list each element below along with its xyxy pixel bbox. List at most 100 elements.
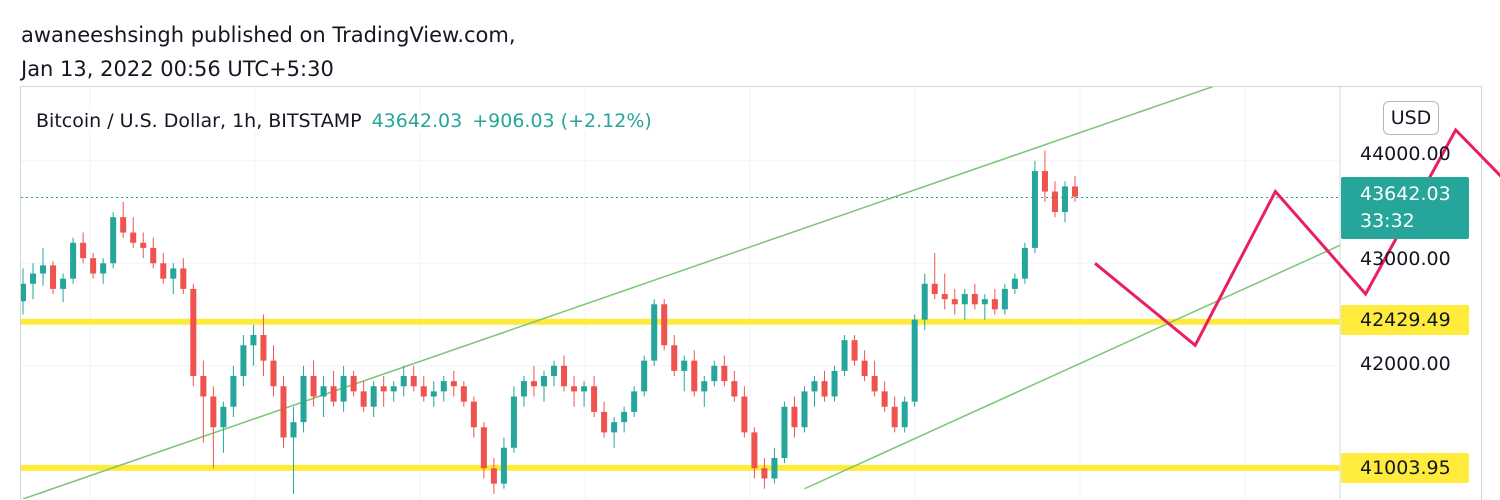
bar-countdown: 33:32 — [1360, 210, 1415, 232]
candle-body — [951, 299, 958, 305]
candle-body — [1031, 171, 1038, 248]
candle-body — [90, 258, 97, 274]
candle-body — [500, 447, 507, 484]
candle-body — [971, 294, 978, 305]
candle-body — [581, 386, 588, 392]
candle-body — [1001, 288, 1008, 310]
chart-pane[interactable] — [20, 86, 1482, 500]
candle-body — [380, 386, 387, 392]
candle-body — [1021, 247, 1028, 279]
candle-body — [400, 376, 407, 387]
candle-body — [410, 376, 417, 387]
candle-body — [841, 340, 848, 371]
candle-body — [240, 345, 247, 377]
candle-body — [260, 335, 267, 361]
candle-body — [530, 381, 537, 387]
candle-body — [791, 406, 798, 428]
candle-body — [450, 381, 457, 387]
candle-body — [631, 391, 638, 412]
candle-body — [290, 422, 297, 438]
channel-line — [804, 244, 1340, 490]
candle-body — [510, 396, 517, 448]
last-price-value: 43642.03 — [1360, 183, 1451, 205]
candle-body — [420, 386, 427, 397]
price-axis-tick: 43000.00 — [1360, 248, 1451, 270]
candle-body — [901, 401, 908, 428]
candle-body — [280, 386, 287, 438]
candle-body — [210, 396, 217, 428]
candle-body — [671, 345, 678, 371]
candle-body — [591, 386, 598, 412]
candle-body — [611, 422, 618, 433]
candle-body — [300, 376, 307, 423]
candle-body — [190, 288, 197, 377]
candle-body — [370, 386, 377, 407]
candle-body — [480, 427, 487, 469]
candle-body — [340, 376, 347, 402]
candle-body — [180, 268, 187, 289]
legend-change: +906.03 (+2.12%) — [472, 110, 652, 132]
candle-body — [561, 365, 568, 387]
candle-body — [440, 381, 447, 392]
candle-body — [1011, 278, 1018, 289]
candle-body — [981, 299, 988, 305]
candle-body — [641, 360, 648, 392]
channel-line — [22, 87, 1214, 499]
candle-body — [21, 283, 27, 302]
candle-body — [681, 360, 688, 371]
legend-last-price: 43642.03 — [371, 110, 463, 132]
candle-body — [470, 401, 477, 428]
candle-body — [150, 247, 157, 264]
price-axis-tick: 42000.00 — [1360, 353, 1451, 375]
candle-body — [711, 365, 718, 382]
candle-body — [120, 217, 127, 233]
publish-date: Jan 13, 2022 00:56 UTC+5:30 — [21, 57, 334, 81]
candle-body — [430, 391, 437, 397]
candle-body — [601, 411, 608, 433]
candle-body — [721, 365, 728, 382]
candle-body — [691, 360, 698, 392]
candle-body — [831, 370, 838, 397]
candle-body — [551, 365, 558, 377]
candle-body — [861, 360, 868, 377]
candle-body — [771, 458, 778, 479]
candle-body — [1041, 171, 1048, 192]
candle-body — [821, 381, 828, 397]
candle-body — [1051, 191, 1058, 213]
candle-body — [851, 340, 858, 361]
candle-body — [250, 335, 257, 346]
level-price-tag: 42429.49 — [1341, 305, 1469, 335]
candle-body — [991, 299, 998, 310]
candle-body — [741, 396, 748, 433]
candle-body — [941, 294, 948, 300]
candle-body — [60, 278, 67, 289]
candle-body — [310, 376, 317, 397]
candle-body — [1061, 186, 1068, 213]
candle-body — [731, 381, 738, 397]
candle-body — [751, 432, 758, 469]
level-price-tag: 41003.95 — [1341, 453, 1469, 483]
candle-body — [70, 242, 77, 279]
candle-body — [540, 376, 547, 387]
candle-body — [661, 304, 668, 346]
chart-legend: Bitcoin / U.S. Dollar, 1h, BITSTAMP 43642… — [36, 110, 652, 132]
candle-body — [460, 386, 467, 402]
candle-body — [30, 273, 37, 284]
candle-body — [330, 386, 337, 402]
publisher-line: awaneeshsingh published on TradingView.c… — [21, 23, 516, 47]
candle-body — [130, 232, 137, 243]
candle-body — [781, 406, 788, 459]
currency-button[interactable]: USD — [1383, 101, 1439, 135]
candle-body — [801, 391, 808, 428]
candle-body — [220, 406, 227, 428]
candle-body — [320, 386, 327, 397]
candle-body — [891, 406, 898, 428]
candle-body — [160, 263, 167, 279]
candle-body — [651, 304, 658, 361]
forecast-path — [1094, 127, 1500, 348]
candle-body — [100, 263, 107, 274]
candle-body — [520, 381, 527, 397]
candle-body — [140, 242, 147, 248]
last-price-tag: 43642.03 33:32 — [1341, 177, 1469, 239]
